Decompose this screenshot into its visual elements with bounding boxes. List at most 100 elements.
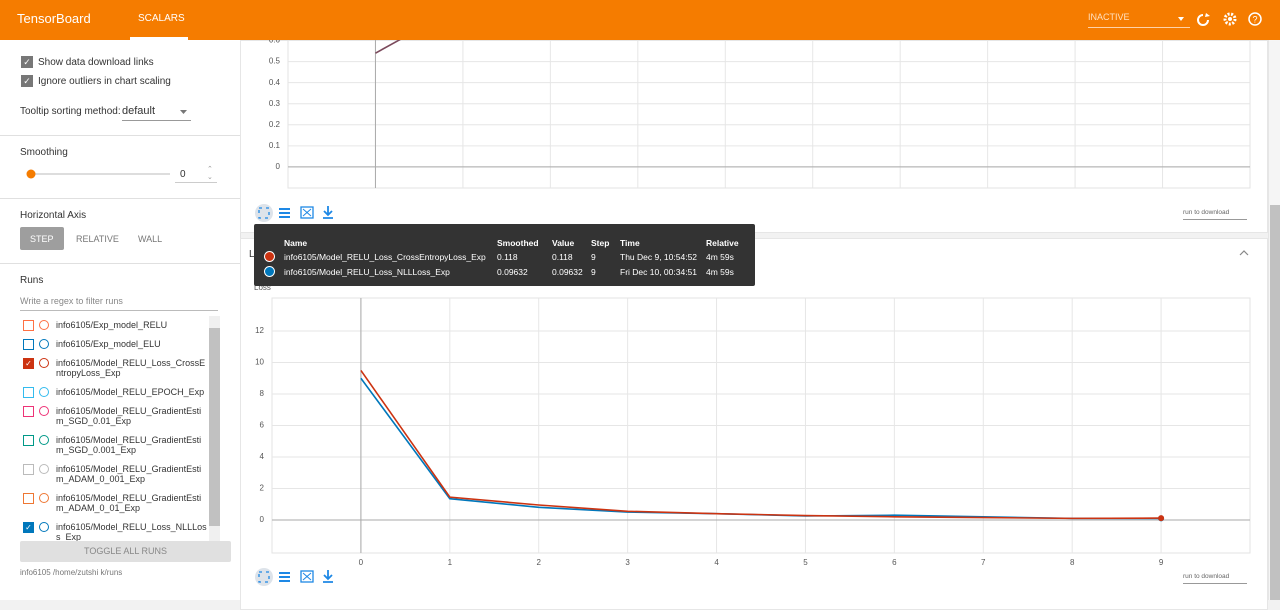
refresh-icon[interactable]	[1197, 14, 1209, 26]
dropdown-arrow	[1178, 17, 1184, 21]
run-name: info6105/Model_RELU_GradientEstim_ADAM_0…	[56, 493, 202, 513]
y-tick-label: 0.5	[269, 57, 281, 66]
help-icon[interactable]	[1248, 12, 1262, 26]
run-checkbox[interactable]	[23, 493, 34, 504]
y-tick-label: 0	[276, 162, 281, 171]
x-tick-label: 4	[714, 558, 719, 567]
tab-indicator	[130, 37, 188, 40]
smoothing-input[interactable]: 0 ⌃ ⌄	[175, 166, 217, 183]
run-name: info6105/Model_RELU_Loss_NLLLoss_Exp	[56, 522, 207, 541]
separator	[0, 135, 240, 136]
tooltip-header: Name	[284, 238, 308, 248]
run-checkbox[interactable]: ✓	[23, 522, 34, 533]
tooltip-cell: 0.118	[552, 252, 573, 262]
chart-title: Loss	[254, 283, 271, 292]
page-scroll-thumb[interactable]	[1270, 205, 1280, 600]
option-label: Show data download links	[38, 57, 154, 68]
sort-select[interactable]: default	[122, 105, 191, 121]
x-tick-label: 9	[1159, 558, 1164, 567]
x-tick-label: 0	[359, 558, 364, 567]
tooltip-cell: Thu Dec 9, 10:54:52	[620, 252, 698, 262]
y-tick-label: 6	[260, 421, 265, 430]
run-name: info6105/Model_RELU_GradientEstim_SGD_0.…	[56, 406, 202, 426]
collapse-icon[interactable]	[1238, 248, 1250, 258]
run-checkbox[interactable]	[23, 406, 34, 417]
run-name: info6105/Model_RELU_GradientEstim_ADAM_0…	[56, 464, 202, 484]
toggle-all-button[interactable]: TOGGLE ALL RUNS	[20, 541, 231, 562]
section-label: Horizontal Axis	[20, 210, 87, 221]
run-color	[39, 522, 49, 532]
tooltip-cell: Fri Dec 10, 00:34:51	[620, 267, 698, 277]
run-color	[39, 406, 49, 416]
separator	[0, 263, 240, 264]
tooltip-cell: 9	[591, 267, 596, 277]
run-color	[39, 339, 49, 349]
spinner: ⌃ ⌄	[207, 166, 213, 181]
y-tick-label: 0	[260, 515, 265, 524]
tooltip-cell: 0.09632	[497, 267, 528, 277]
x-tick-label: 7	[981, 558, 986, 567]
settings-icon[interactable]	[1223, 12, 1237, 26]
y-tick-label: 2	[260, 484, 265, 493]
tooltip-name: info6105/Model_RELU_Loss_CrossEntropyLos…	[284, 252, 486, 262]
tooltip-cell: 4m 59s	[706, 267, 734, 277]
run-filter[interactable]: Write a regex to filter runs	[20, 296, 218, 311]
checkbox[interactable]: ✓	[21, 75, 33, 87]
status-select[interactable]: INACTIVE	[1088, 12, 1190, 28]
run-checkbox[interactable]	[23, 320, 34, 331]
run-checkbox[interactable]	[23, 387, 34, 398]
axis-option[interactable]: STEP	[30, 234, 54, 244]
chart-toolbar	[255, 204, 333, 222]
brand: TensorBoard	[17, 11, 91, 26]
section-label: Smoothing	[20, 147, 68, 158]
page-scrollbar[interactable]	[1268, 40, 1280, 600]
y-tick-label: 0.3	[269, 99, 281, 108]
y-tick-label: 8	[260, 389, 265, 398]
y-tick-label: 10	[255, 358, 264, 367]
settings-hub	[1228, 17, 1232, 21]
tab[interactable]: SCALARS	[138, 13, 185, 24]
tooltip-swatch	[264, 251, 275, 262]
tooltip-cell: 0.09632	[552, 267, 583, 277]
axis-option[interactable]: WALL	[138, 234, 163, 244]
scroll-thumb[interactable]	[209, 328, 220, 526]
scrollbar[interactable]	[209, 316, 220, 541]
run-name: info6105/Exp_model_ELU	[56, 339, 161, 349]
tooltip-header: Time	[620, 238, 640, 248]
run-name: info6105/Model_RELU_Loss_CrossEntropyLos…	[56, 358, 206, 378]
step-button-bg	[20, 227, 64, 250]
run-checkbox[interactable]	[23, 339, 34, 350]
help-mark: ?	[1252, 15, 1257, 25]
run-color	[39, 358, 49, 368]
run-name: info6105/Model_RELU_GradientEstim_SGD_0.…	[56, 435, 202, 455]
y-tick-label: 4	[260, 452, 265, 461]
section-label: Runs	[20, 275, 44, 286]
option-label: Ignore outliers in chart scaling	[38, 76, 171, 87]
option-label: Tooltip sorting method:	[20, 106, 121, 117]
run-color	[39, 387, 49, 397]
x-tick-label: 6	[892, 558, 897, 567]
header-icons: ?	[1178, 12, 1262, 26]
top-bar: TensorBoard SCALARS INACTIVE ?	[0, 0, 1280, 40]
run-download-select[interactable]: run to download	[1183, 209, 1247, 220]
run-color	[39, 320, 49, 330]
arrow	[180, 110, 187, 114]
tooltip: Name Smoothed Value Step Time Relative info610…	[254, 224, 755, 286]
run-checkbox[interactable]	[23, 435, 34, 446]
run-checkbox[interactable]: ✓	[23, 358, 34, 369]
y-tick-label: 0.1	[269, 141, 281, 150]
x-tick-label: 3	[625, 558, 630, 567]
tooltip-cell: 4m 59s	[706, 252, 734, 262]
series-line	[375, 40, 401, 54]
checkbox[interactable]: ✓	[21, 56, 33, 68]
separator	[0, 198, 240, 199]
slider[interactable]	[20, 168, 180, 180]
run-color	[39, 464, 49, 474]
run-checkbox[interactable]	[23, 464, 34, 475]
tooltip-header: Value	[552, 238, 575, 248]
axis-option[interactable]: RELATIVE	[76, 234, 119, 244]
run-download-select[interactable]: run to download	[1183, 573, 1247, 584]
tooltip-cell: 9	[591, 252, 596, 262]
